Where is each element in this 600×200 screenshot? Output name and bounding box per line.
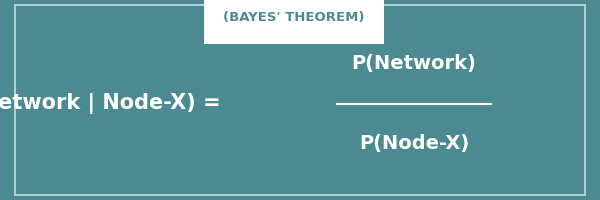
Text: P(Network): P(Network) — [352, 54, 476, 73]
FancyBboxPatch shape — [204, 0, 384, 44]
Text: P(Network | Node-X) =: P(Network | Node-X) = — [0, 94, 228, 114]
Text: (BAYES' THEOREM): (BAYES' THEOREM) — [223, 11, 365, 24]
Text: P(Node-X): P(Node-X) — [359, 134, 469, 154]
